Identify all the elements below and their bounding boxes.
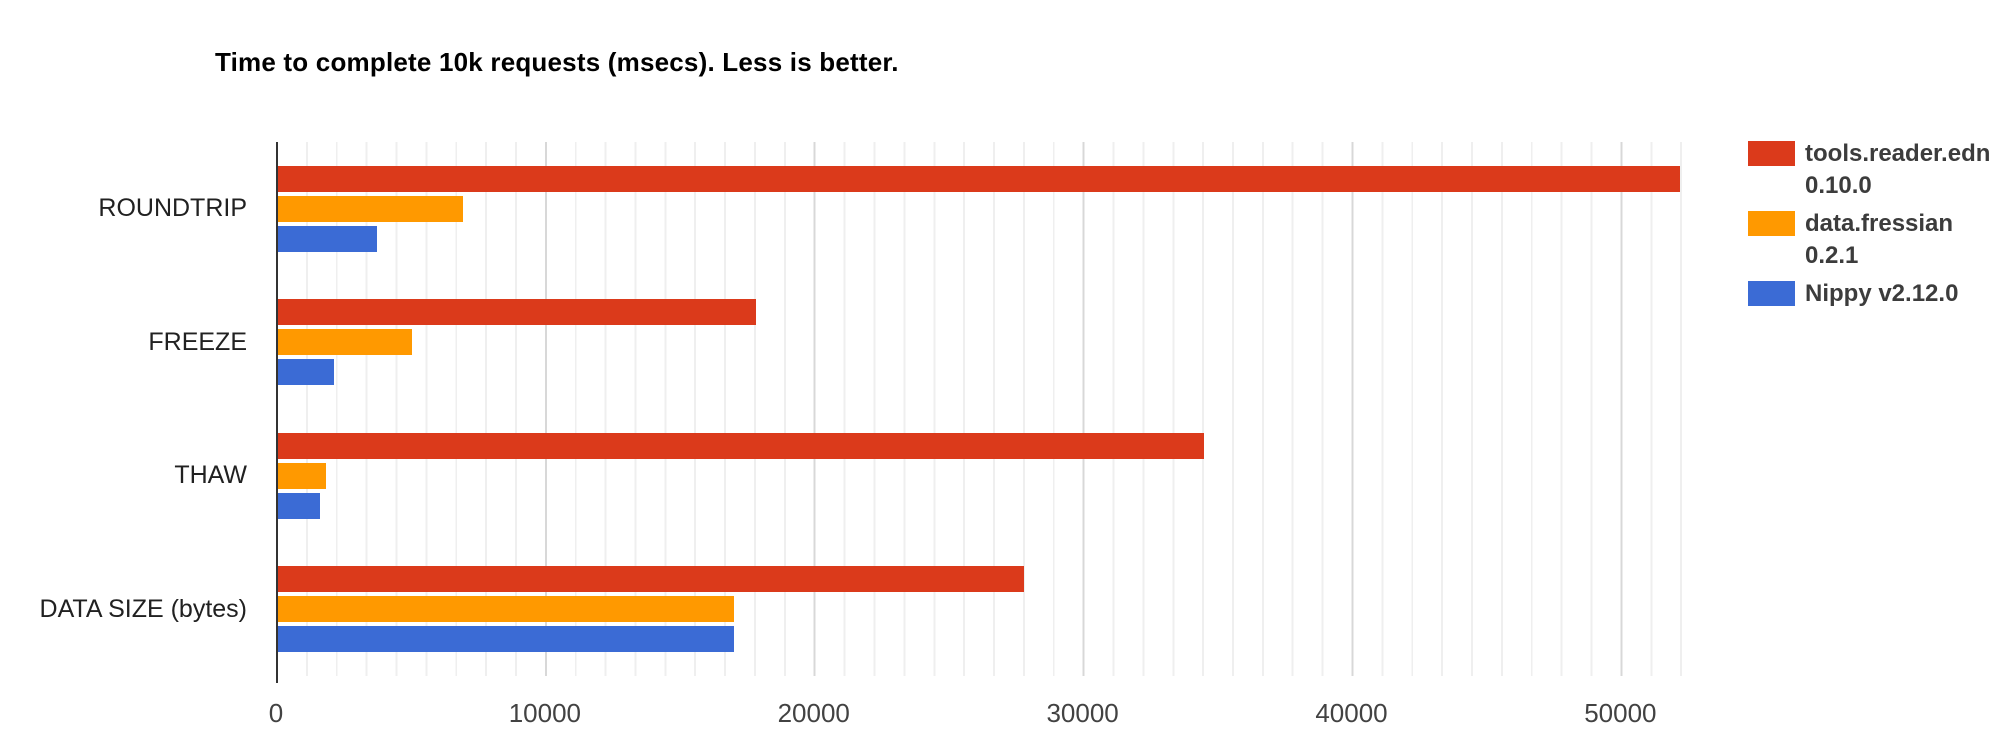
bar[interactable]: [278, 626, 735, 653]
x-tick-label: 20000: [777, 698, 850, 728]
bar-group: [278, 409, 1710, 543]
plot-area: [276, 142, 1710, 683]
bar[interactable]: [278, 359, 335, 386]
bar[interactable]: [278, 195, 464, 222]
chart-title: Time to complete 10k requests (msecs). L…: [215, 47, 899, 77]
bar[interactable]: [278, 566, 1025, 593]
legend-swatch: [1748, 141, 1795, 166]
x-tick-label: 30000: [1046, 698, 1119, 728]
legend: tools.reader.edn 0.10.0 data.fressian 0.2…: [1748, 138, 1990, 310]
legend-swatch: [1748, 211, 1795, 236]
bar[interactable]: [278, 165, 1680, 192]
legend-swatch: [1748, 281, 1795, 306]
bar[interactable]: [278, 462, 327, 489]
category-label: FREEZE: [148, 327, 247, 356]
legend-label: data.fressian 0.2.1: [1805, 210, 1954, 269]
legend-label: tools.reader.edn 0.10.0: [1805, 140, 1991, 199]
x-tick-label: 40000: [1315, 698, 1388, 728]
legend-item: Nippy v2.12.0: [1748, 278, 1973, 310]
bar[interactable]: [278, 492, 320, 519]
bar[interactable]: [278, 329, 413, 356]
category-labels: ROUNDTRIP FREEZE THAW DATA SIZE (bytes): [0, 142, 247, 676]
bar-group: [278, 142, 1710, 276]
x-tick-label: 0: [268, 698, 284, 728]
bar[interactable]: [278, 432, 1205, 459]
legend-label: Nippy v2.12.0: [1805, 280, 1959, 307]
legend-item: tools.reader.edn 0.10.0: [1748, 138, 1990, 202]
bar-group: [278, 276, 1710, 410]
bar-group: [278, 543, 1710, 677]
legend-item: data.fressian 0.2.1: [1748, 208, 1973, 272]
bar[interactable]: [278, 596, 735, 623]
category-label: DATA SIZE (bytes): [39, 594, 247, 623]
x-tick-label: 10000: [508, 698, 582, 728]
bar[interactable]: [278, 299, 756, 326]
x-tick-label: 50000: [1584, 698, 1657, 728]
x-axis: 0 10000 20000 30000 40000 50000: [269, 690, 1710, 734]
category-label: THAW: [174, 461, 247, 490]
category-label: ROUNDTRIP: [98, 194, 247, 223]
bar[interactable]: [278, 225, 378, 252]
